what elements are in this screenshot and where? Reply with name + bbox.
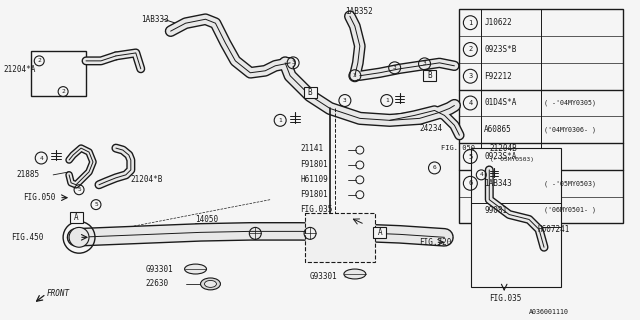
Text: H607241: H607241 [537,225,570,234]
Ellipse shape [184,264,207,274]
Text: 21204B: 21204B [489,144,517,153]
Text: 1AB352: 1AB352 [345,7,372,16]
Text: 3: 3 [343,98,347,103]
Text: F91801: F91801 [300,160,328,170]
Text: FIG.050: FIG.050 [23,193,56,202]
Ellipse shape [205,280,216,287]
Bar [70,212,83,223]
Text: FIG. 050: FIG. 050 [442,145,476,151]
Text: B: B [428,71,432,80]
Text: B: B [308,88,312,97]
Text: 01D4S*A: 01D4S*A [484,99,516,108]
Ellipse shape [344,269,366,279]
Text: ('04MY0306- ): ('04MY0306- ) [544,126,596,133]
Text: 14050: 14050 [196,215,219,224]
Text: FIG.450: FIG.450 [12,233,44,242]
Text: 22630: 22630 [146,279,169,288]
Text: 3: 3 [291,60,295,65]
Text: F91801: F91801 [300,190,328,199]
Text: FIG.720: FIG.720 [420,238,452,247]
Text: FIG.035: FIG.035 [489,294,522,303]
Circle shape [69,228,89,247]
Bar [471,148,561,287]
Text: F92212: F92212 [484,72,512,81]
Ellipse shape [200,278,220,290]
Text: 4: 4 [468,100,472,106]
Text: A036001110: A036001110 [529,309,569,315]
Text: A: A [378,228,382,237]
Text: 6: 6 [433,165,436,171]
Text: J10622: J10622 [484,18,512,27]
Text: 2: 2 [37,58,41,63]
Text: 3: 3 [422,61,426,66]
Text: 0923S*A: 0923S*A [484,152,516,161]
Bar [31,51,86,96]
Text: 5: 5 [77,187,81,192]
Text: 4: 4 [39,156,43,161]
Text: H61109: H61109 [300,175,328,184]
Text: 1: 1 [385,98,388,103]
Text: FRONT: FRONT [46,289,69,298]
Text: 1AB333: 1AB333 [141,15,168,24]
Text: A: A [74,213,78,222]
Text: 2: 2 [61,89,65,94]
Text: 21885: 21885 [17,170,40,180]
Text: 21204*A: 21204*A [3,65,36,74]
Text: 0923S*B: 0923S*B [484,45,516,54]
Bar [303,87,317,98]
Text: 1AB343: 1AB343 [484,179,512,188]
Text: 5: 5 [468,154,472,160]
Text: 1: 1 [278,118,282,123]
Text: A60865: A60865 [484,125,512,134]
Text: 3: 3 [468,73,472,79]
Text: 24234: 24234 [420,124,443,133]
Text: 99081: 99081 [484,205,508,215]
Text: 21204*B: 21204*B [131,175,163,184]
Text: 2: 2 [468,46,472,52]
Text: 6: 6 [468,180,472,186]
Bar [373,227,386,238]
Text: 1: 1 [468,20,472,26]
Bar [305,212,375,262]
Text: G93301: G93301 [310,272,338,282]
Text: FIG.035: FIG.035 [300,205,332,214]
Text: 5: 5 [94,202,98,207]
Text: 3: 3 [353,73,356,78]
Bar [423,70,436,81]
Text: G93301: G93301 [146,265,173,274]
Text: ('06MY0501- ): ('06MY0501- ) [544,207,596,213]
Text: (-'05MY0503): (-'05MY0503) [489,157,534,163]
Text: ( -'05MY0503): ( -'05MY0503) [544,180,596,187]
Text: 21141: 21141 [300,144,323,153]
Text: ( -'04MY0305): ( -'04MY0305) [544,100,596,106]
Text: 4: 4 [479,172,483,177]
Text: 3: 3 [393,65,397,70]
Bar [460,9,623,223]
